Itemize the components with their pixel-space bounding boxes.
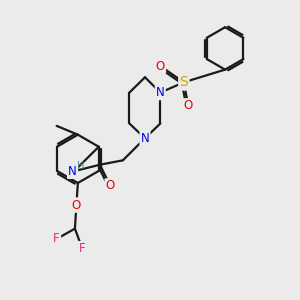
Text: N: N: [156, 86, 165, 99]
Text: N: N: [68, 165, 77, 178]
Text: O: O: [72, 199, 81, 212]
Text: O: O: [184, 99, 193, 112]
Text: F: F: [53, 232, 60, 245]
Text: O: O: [156, 60, 165, 73]
Text: N: N: [68, 165, 77, 178]
Text: N: N: [141, 132, 149, 145]
Text: H: H: [77, 161, 84, 171]
Text: S: S: [179, 75, 188, 89]
Text: F: F: [79, 242, 86, 255]
Text: O: O: [106, 179, 115, 192]
